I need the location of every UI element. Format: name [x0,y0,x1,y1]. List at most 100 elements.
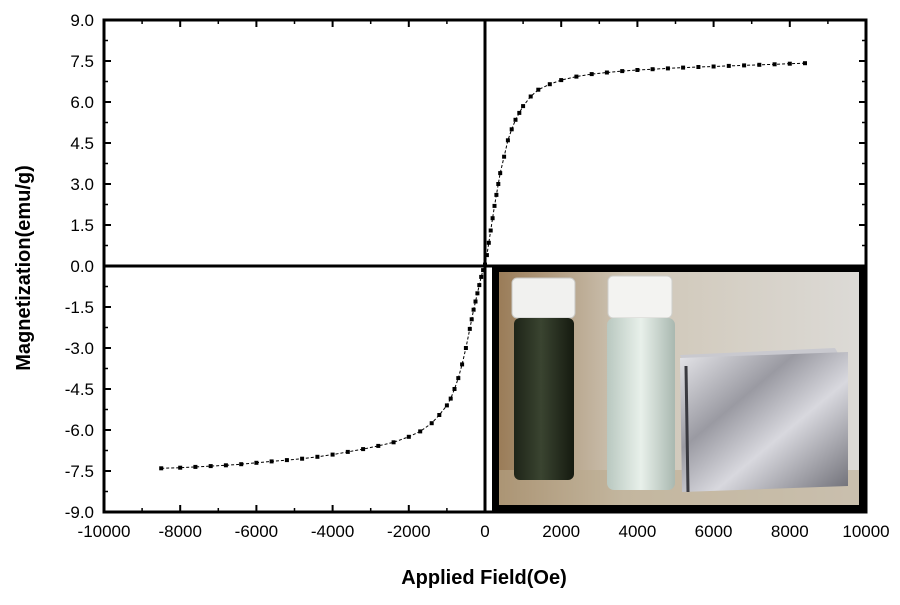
data-point [193,464,198,469]
data-point [444,403,449,408]
data-point [536,87,541,92]
clear-vial-cap [607,275,673,319]
x-tick-labels: -10000 -8000 -6000 -4000 -2000 0 2000 4000 6000 8… [78,522,890,541]
data-point [635,68,640,72]
data-point [481,268,486,273]
y-tick-label: -7.5 [65,462,94,481]
data-point [223,463,228,468]
y-tick-label: -9.0 [65,503,94,522]
y-tick-label: 3.0 [70,175,94,194]
y-tick-label: -1.5 [65,298,94,317]
data-point [547,82,552,87]
inset-photo [492,265,866,512]
data-point [509,127,514,132]
data-point [513,117,518,122]
data-point [361,447,366,452]
data-point [437,413,442,417]
data-point [574,74,579,79]
data-point [486,240,491,245]
data-point [284,458,289,463]
x-tick-label: -2000 [387,522,430,541]
data-point [448,396,453,401]
x-tick-label: 2000 [542,522,580,541]
data-point [475,291,480,296]
data-point [521,104,526,109]
data-point [726,63,731,68]
data-point [484,253,489,258]
data-point [620,69,625,74]
data-point [469,317,474,322]
y-axis-title: Magnetization(emu/g) [13,165,35,371]
data-point [528,94,533,99]
data-point [498,171,503,176]
data-point [429,421,434,426]
data-point [483,262,487,267]
y-tick-label: 6.0 [70,93,94,112]
data-point [300,456,305,461]
data-point [803,61,807,66]
data-point [505,138,510,143]
data-point [490,216,495,221]
data-point [650,67,655,72]
x-tick-label: 8000 [771,522,809,541]
data-point [330,452,335,457]
data-point [178,465,183,470]
data-point [391,440,396,445]
x-tick-label: -8000 [158,522,201,541]
data-point [452,387,457,391]
data-point [159,466,164,471]
y-tick-label: -4.5 [65,380,94,399]
data-point [345,449,350,454]
data-point [456,376,461,381]
data-point [460,362,465,367]
data-point [559,78,564,83]
data-point [772,62,777,67]
data-point [239,462,244,467]
data-point [463,346,468,350]
y-tick-label: 0.0 [70,257,94,276]
x-tick-label: 6000 [695,522,733,541]
data-point [269,459,274,464]
y-tick-label: 7.5 [70,52,94,71]
data-point [467,326,472,331]
data-point [517,110,522,115]
y-tick-label: -3.0 [65,339,94,358]
data-point [488,228,493,233]
y-tick-labels: 9.0 7.5 6.0 4.5 3.0 1.5 0.0 -1.5 -3.0 -4.5 -6.0 -7.… [65,11,94,522]
y-tick-label: 1.5 [70,216,94,235]
data-point [665,66,670,71]
data-point [604,70,609,75]
data-point [254,460,259,465]
dark-vial-body [514,318,574,480]
data-point [757,62,762,67]
data-point [208,464,213,469]
data-point [589,72,594,77]
x-tick-label: -6000 [235,522,278,541]
data-point [711,64,716,69]
y-tick-label: 9.0 [70,11,94,30]
x-tick-label: 0 [480,522,489,541]
data-point [477,283,482,288]
data-point [315,454,320,459]
x-tick-label: 4000 [618,522,656,541]
data-point [742,63,747,68]
data-point [494,192,499,197]
magnet-edge [684,365,690,493]
data-point [418,429,423,434]
x-axis-title: Applied Field(Oe) [401,567,567,589]
dark-vial-cap [511,277,576,319]
data-point [376,443,381,448]
magnet-body [680,352,848,492]
data-point [471,307,476,312]
data-point [473,299,478,304]
data-point [479,274,484,279]
data-point [406,434,411,439]
data-point [496,182,501,186]
data-point [787,61,792,66]
y-tick-label: -6.0 [65,421,94,440]
data-point [502,154,507,159]
x-tick-label: 10000 [842,522,889,541]
data-point [681,65,686,70]
